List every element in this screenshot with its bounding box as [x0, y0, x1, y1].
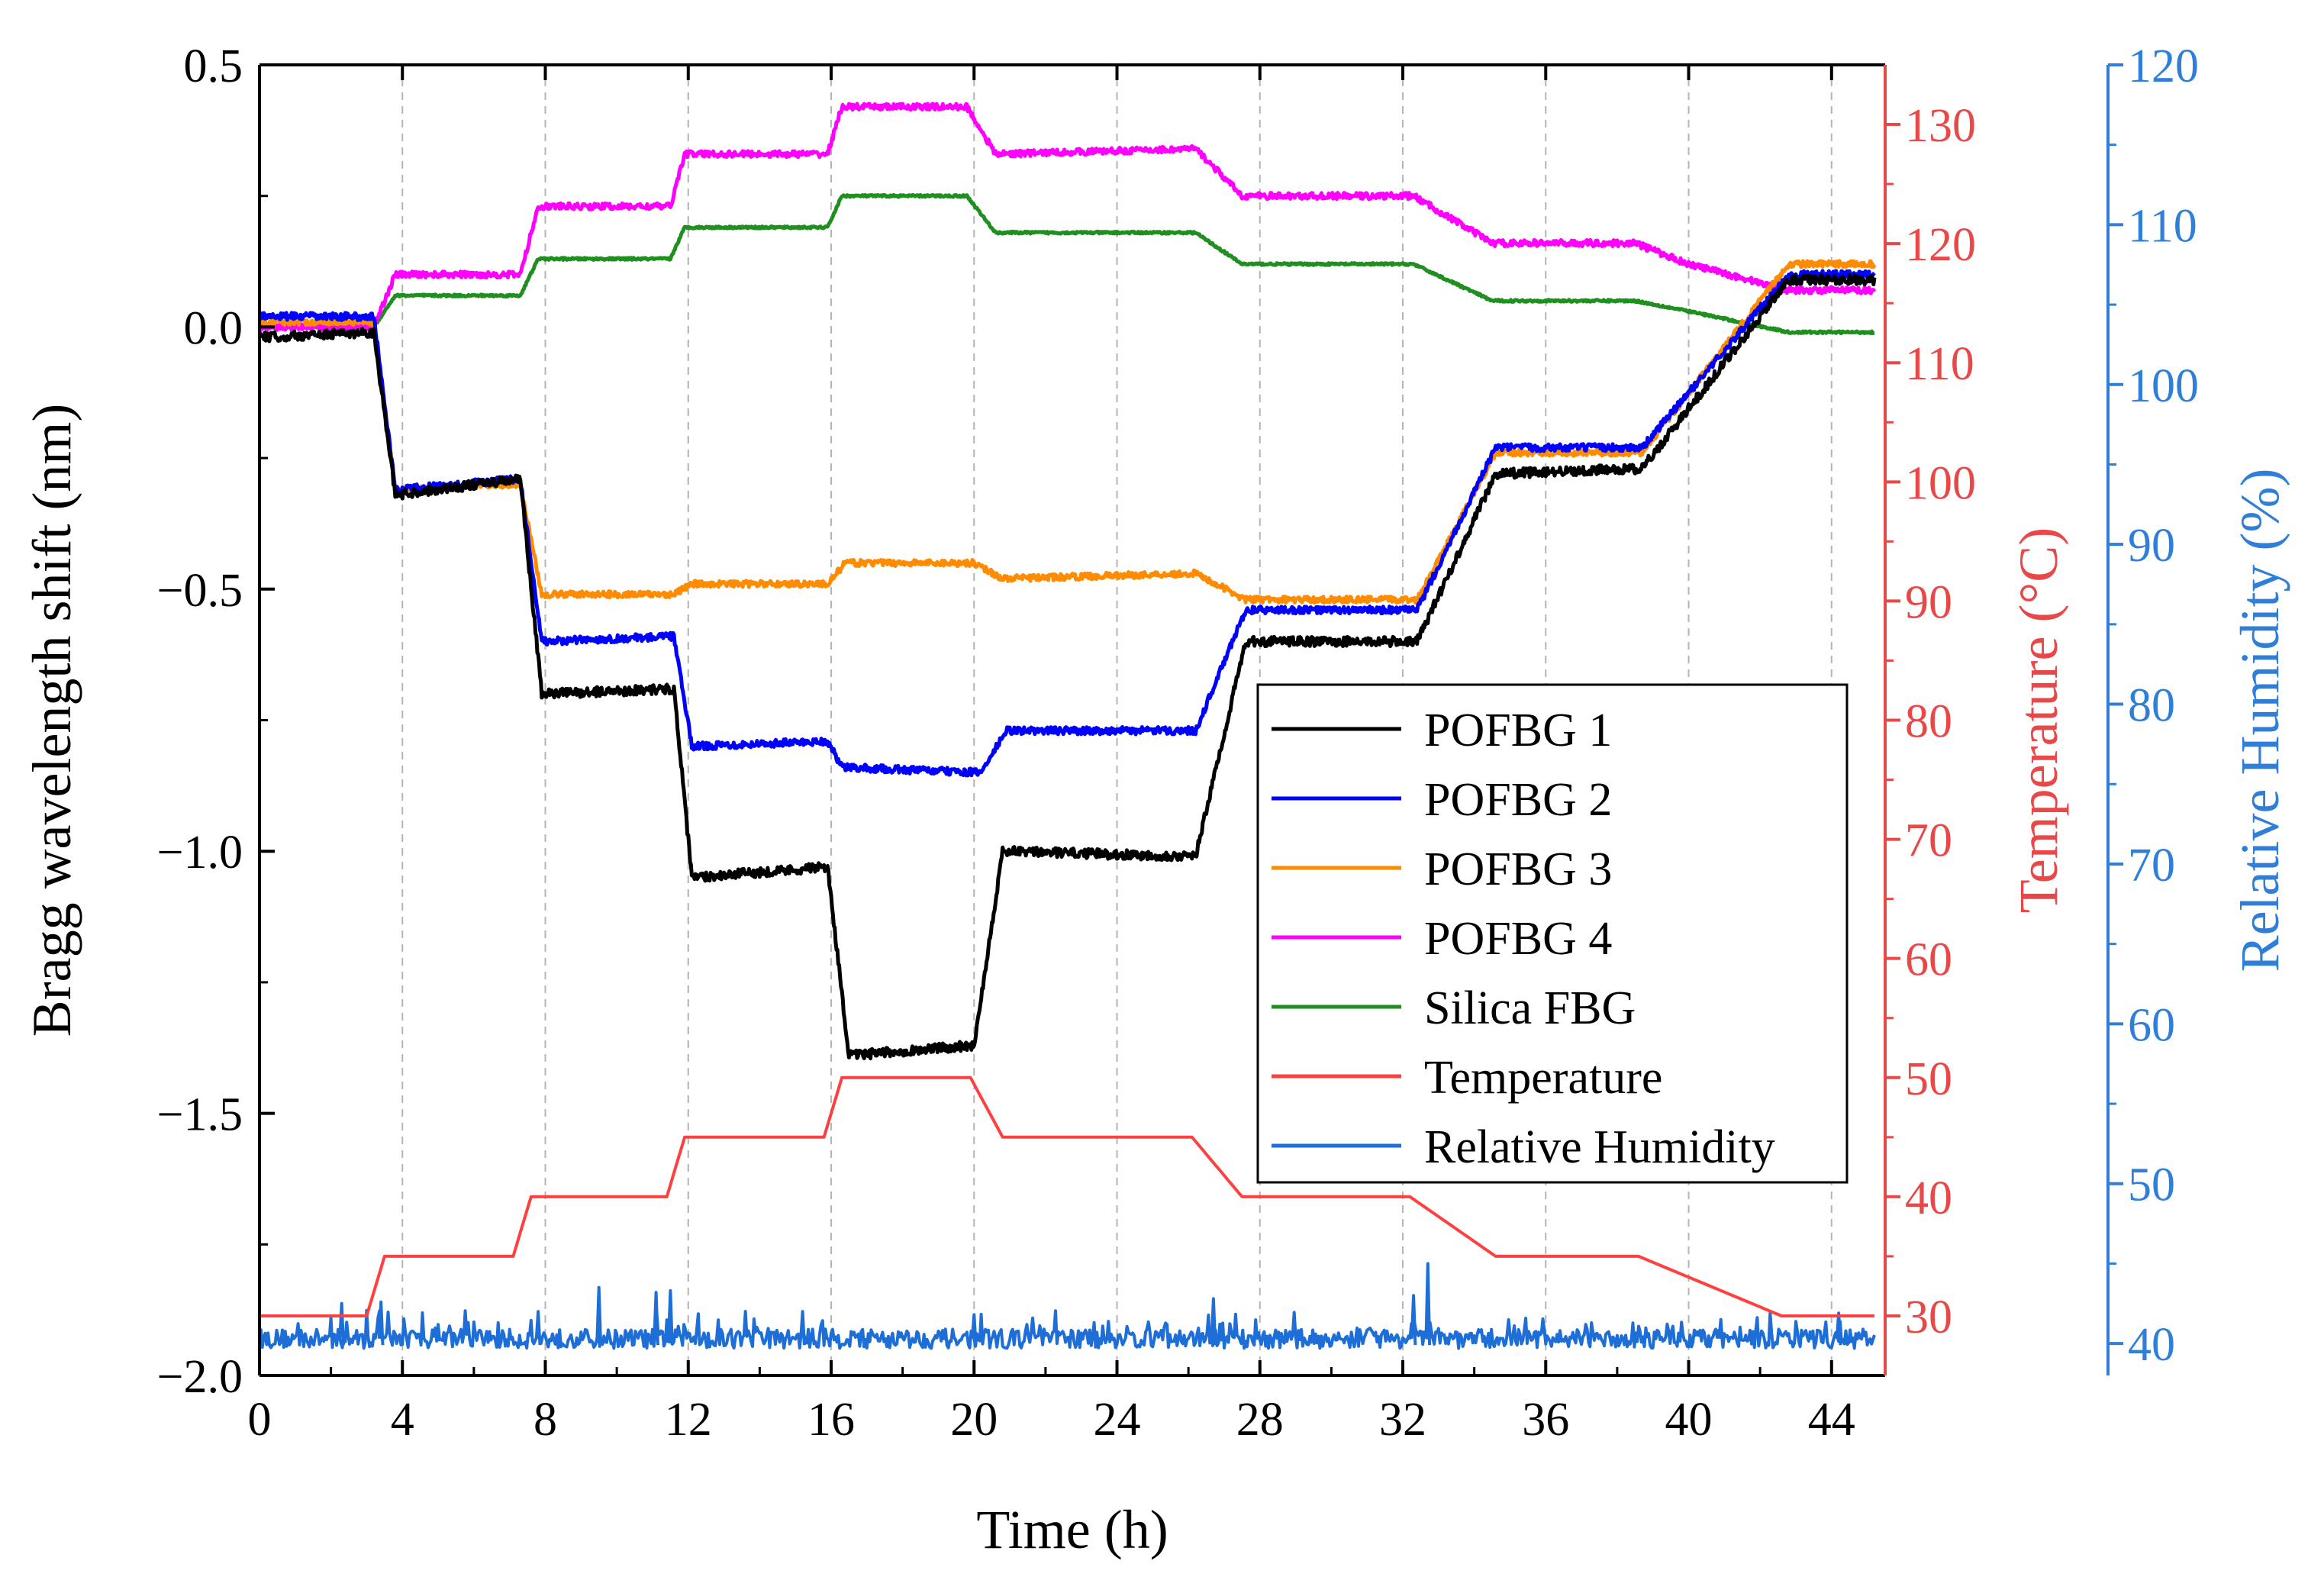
series-pofbg-1	[258, 273, 1877, 1061]
legend-entry-0: POFBG 1	[1424, 705, 1612, 756]
x-tick-label-20: 20	[950, 1394, 998, 1446]
y-temp-tick-label-40: 40	[1905, 1172, 1952, 1224]
x-tick-label-8: 8	[533, 1394, 557, 1446]
y-left-tick-label-0.0: 0.0	[184, 302, 243, 354]
y-axis-humidity-label: Relative Humidity (%)	[2229, 469, 2290, 972]
y-left-tick-label-−0.5: −0.5	[157, 565, 243, 617]
y-temp-tick-label-100: 100	[1905, 457, 1976, 509]
series-pofbg-4	[257, 102, 1877, 332]
x-tick-label-16: 16	[807, 1394, 855, 1446]
x-tick-label-4: 4	[391, 1394, 414, 1446]
x-tick-label-32: 32	[1379, 1394, 1426, 1446]
y-axis-left-label: Bragg wavelength shift (nm)	[21, 404, 82, 1037]
x-tick-label-12: 12	[665, 1394, 712, 1446]
x-axis-label: Time (h)	[976, 1499, 1168, 1560]
series-pofbg-3	[257, 259, 1877, 605]
y-left-tick-label-0.5: 0.5	[184, 40, 243, 92]
legend-entry-5: Temperature	[1424, 1052, 1662, 1104]
y-humidity-tick-label-50: 50	[2128, 1159, 2175, 1211]
axes-layer: 0 4 8 12 16 20 24 28 32 36 40 44 0.5 0.0 −0.5 −1.0 −1.5 −…	[157, 40, 2199, 1446]
y-left-tick-label-−1.5: −1.5	[157, 1089, 243, 1141]
x-tick-label-24: 24	[1094, 1394, 1141, 1446]
x-tick-label-0: 0	[248, 1394, 272, 1446]
series-temperature	[259, 1075, 1874, 1317]
series-layer	[257, 102, 1877, 1350]
y-humidity-tick-label-60: 60	[2128, 999, 2175, 1051]
series-silica-fbg	[258, 192, 1876, 336]
y-humidity-tick-label-70: 70	[2128, 840, 2175, 892]
x-tick-label-40: 40	[1665, 1394, 1713, 1446]
y-humidity-tick-label-120: 120	[2128, 40, 2199, 92]
y-humidity-tick-label-90: 90	[2128, 520, 2175, 572]
legend-box	[1256, 683, 1849, 1184]
legend-entry-6: Relative Humidity	[1424, 1121, 1775, 1173]
y-humidity-tick-label-100: 100	[2128, 360, 2199, 412]
x-tick-label-36: 36	[1522, 1394, 1569, 1446]
y-temp-tick-label-50: 50	[1905, 1053, 1952, 1105]
y-humidity-tick-label-110: 110	[2128, 200, 2197, 252]
y-humidity-tick-label-80: 80	[2128, 680, 2175, 732]
y-temp-tick-label-30: 30	[1905, 1291, 1952, 1343]
y-temp-tick-label-120: 120	[1905, 219, 1976, 271]
legend: POFBG 1 POFBG 2 POFBG 3 POFBG 4 Silica FBG Te…	[1256, 683, 1849, 1184]
legend-entry-1: POFBG 2	[1424, 774, 1612, 826]
y-temp-tick-label-80: 80	[1905, 696, 1952, 748]
y-temp-tick-label-70: 70	[1905, 815, 1952, 867]
series-relative-humidity	[258, 1262, 1876, 1350]
y-left-tick-label-−2.0: −2.0	[157, 1351, 243, 1403]
legend-entry-4: Silica FBG	[1424, 982, 1636, 1034]
y-temp-tick-label-60: 60	[1905, 934, 1952, 986]
y-axis-temperature-label: Temperature (°C)	[2008, 527, 2069, 914]
y-temp-tick-label-90: 90	[1905, 576, 1952, 628]
y-left-tick-label-−1.0: −1.0	[157, 827, 243, 879]
y-temp-tick-label-130: 130	[1905, 100, 1976, 152]
y-humidity-tick-label-40: 40	[2128, 1319, 2175, 1371]
x-tick-label-44: 44	[1808, 1394, 1855, 1446]
legend-entry-3: POFBG 4	[1424, 913, 1612, 965]
y-temp-tick-label-110: 110	[1905, 338, 1974, 390]
x-tick-label-28: 28	[1236, 1394, 1284, 1446]
legend-entry-2: POFBG 3	[1424, 843, 1612, 895]
